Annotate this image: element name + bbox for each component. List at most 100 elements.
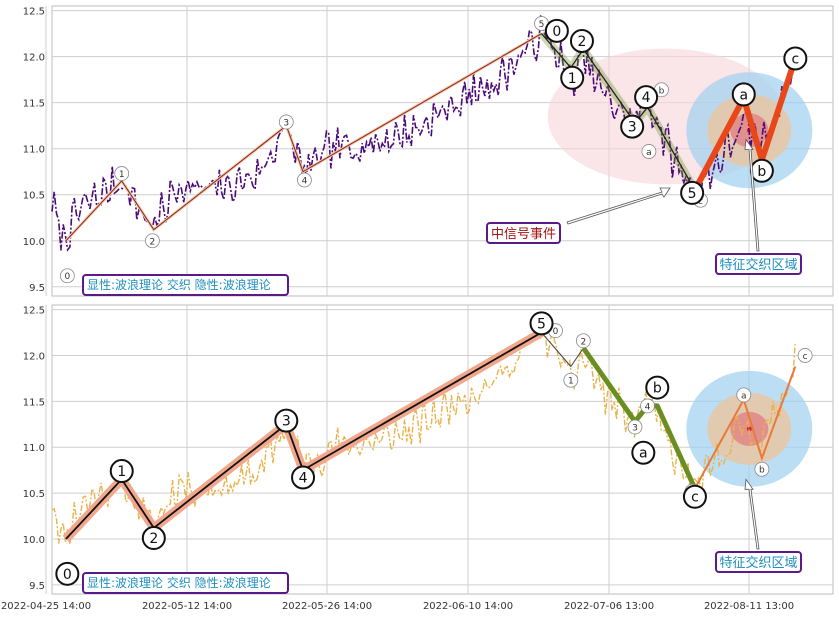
wave-label-big-circle — [783, 46, 808, 71]
y-tick-label: 12.5 — [23, 7, 45, 18]
wave-label-big: 2 — [141, 526, 166, 551]
region-arrow — [744, 478, 760, 550]
wave-label-big-text: 4 — [642, 90, 651, 106]
wave-label-small-text: 2 — [150, 237, 156, 247]
wave-label-big-text: 5 — [688, 186, 697, 202]
wave-label-big: 1 — [560, 65, 585, 90]
wave-abc — [692, 57, 799, 192]
wave-label-big-text: 2 — [149, 531, 158, 547]
wave-label-small-text: a — [741, 391, 747, 401]
wave-label-small-text: a — [646, 148, 652, 158]
wave-label-small: a — [736, 387, 752, 403]
wave-label-big-circle — [109, 459, 134, 484]
wave-label-small: 3 — [627, 419, 643, 435]
wave-label-small-text: c — [698, 197, 703, 207]
pattern-label-box-frame — [82, 274, 289, 296]
wave-label-big: 2 — [569, 28, 594, 53]
wave-label-big: b — [645, 375, 670, 400]
wave-label-big-text: c — [791, 51, 799, 67]
wave-label-big-circle — [631, 440, 656, 465]
pattern-label-box: 显性:波浪理论 交织 隐性:波浪理论 — [82, 274, 289, 296]
region-box-frame — [715, 253, 802, 275]
wave-label-big-text: c — [691, 490, 699, 506]
wave-label-small-text: 0 — [64, 272, 70, 282]
wave-label-big-text: 1 — [117, 464, 126, 480]
wave-label-small: 2 — [575, 333, 591, 349]
x-tick-label: 2022-05-12 14:00 — [142, 601, 232, 612]
wave-label-big: 3 — [274, 408, 299, 433]
wave-label-big: 4 — [634, 85, 659, 110]
wave-label-big-text: 5 — [537, 316, 546, 332]
wave-label-small-text: 3 — [632, 424, 638, 434]
wave-label-small: 2 — [145, 233, 160, 249]
pattern-label-box-text: 显性:波浪理论 交织 隐性:波浪理论 — [87, 277, 271, 292]
y-tick-label: 11.5 — [23, 99, 45, 110]
wave-label-small-text: 1 — [119, 170, 125, 180]
wave-label-big-text: 1 — [568, 71, 577, 87]
wave-label-small: 1 — [563, 372, 579, 388]
wave-label-small-circle — [145, 233, 160, 249]
wave-label-small-text: 2 — [580, 337, 586, 347]
wave-label-big-circle — [620, 114, 645, 139]
wave-label-small: 4 — [640, 398, 655, 414]
y-tick-label: 10.0 — [23, 237, 45, 248]
x-tick-label: 2022-07-06 13:00 — [564, 601, 654, 612]
signal-box-frame — [486, 222, 561, 244]
wave-abc — [694, 366, 797, 489]
region-annotation: 特征交织区域 — [715, 478, 802, 573]
wave-label-small-circle — [640, 398, 655, 414]
wave-label-small-text: 5 — [539, 20, 545, 30]
wave-label-small-circle — [797, 348, 813, 363]
wave-label-big: c — [682, 484, 707, 509]
wave-green — [541, 33, 696, 191]
wave-label-small-circle — [736, 387, 752, 403]
pattern-label-box-text: 显性:波浪理论 交织 隐性:波浪理论 — [87, 575, 271, 590]
wave-label-small-circle — [278, 114, 294, 130]
wave-label-big-circle — [560, 65, 585, 90]
wave-label-big-text: 3 — [628, 120, 637, 136]
region-zone-center — [746, 426, 752, 432]
panel-bottom: 9.510.010.511.011.512.012.502143abc50123… — [23, 304, 834, 595]
region-box-frame — [715, 551, 802, 573]
x-tick-label: 2022-06-10 14:00 — [423, 601, 513, 612]
region-box-text: 特征交织区域 — [719, 555, 797, 571]
wave-label-small-circle — [114, 166, 130, 181]
wave-label-big-circle — [569, 28, 594, 53]
y-tick-label: 11.0 — [23, 443, 45, 454]
wave-label-small: c — [797, 348, 813, 363]
wave-label-small-text: b — [659, 86, 665, 96]
signal-arrow — [566, 187, 671, 225]
region-arrow — [744, 138, 760, 252]
wave-label-small-circle — [575, 333, 591, 349]
pattern-label-box-frame — [82, 572, 289, 594]
signal-box-text: 中信号事件 — [491, 227, 556, 242]
wave-label-big-circle — [529, 311, 554, 336]
y-tick-label: 10.5 — [23, 489, 45, 500]
y-tick-label: 12.0 — [23, 53, 45, 64]
wave-label-big-circle — [291, 465, 316, 490]
price-line — [51, 14, 796, 252]
wave-label-big: b — [749, 158, 774, 183]
wave-label-small-circle — [627, 419, 643, 435]
wave-label-small-circle — [297, 172, 312, 188]
y-tick-label: 9.5 — [29, 581, 45, 592]
wave-label-small-text: 4 — [302, 177, 308, 187]
panel-top: 9.510.010.511.011.512.012.50123450bac501… — [23, 5, 834, 297]
wave-label-big: 5 — [529, 311, 554, 336]
wave-label-small: 1 — [114, 166, 130, 181]
wave-label-small-text: 0 — [553, 327, 559, 337]
wave-label-big-circle — [731, 82, 756, 107]
wave-label-big: 3 — [620, 114, 645, 139]
wave-label-big: c — [783, 46, 808, 71]
wave-label-big-circle — [141, 526, 166, 551]
wave-label-big-circle — [645, 375, 670, 400]
x-tick-label: 2022-05-26 14:00 — [282, 601, 372, 612]
x-tick-label: 2022-04-25 14:00 — [1, 601, 91, 612]
wave-label-big: 0 — [544, 18, 569, 43]
pattern-label-box: 显性:波浪理论 交织 隐性:波浪理论 — [82, 572, 289, 594]
wave-label-big: a — [731, 82, 756, 107]
wave-label-big-circle — [682, 484, 707, 509]
y-tick-label: 12.0 — [23, 351, 45, 362]
